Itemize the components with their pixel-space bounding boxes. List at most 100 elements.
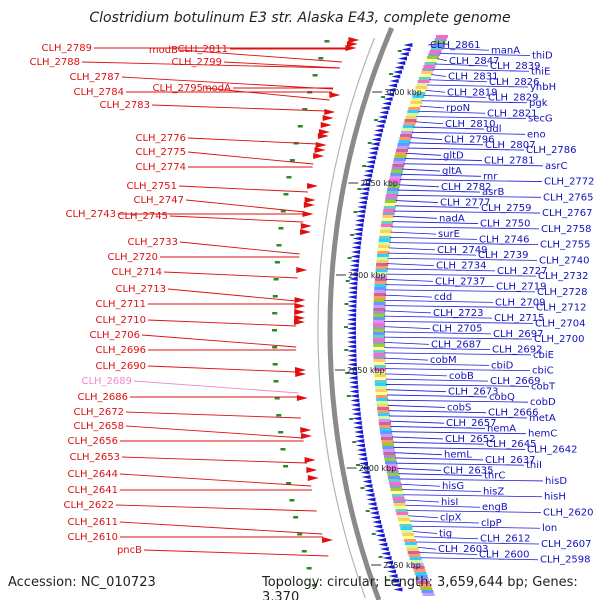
- reverse-strand-gene: [367, 502, 377, 506]
- reverse-strand-gene: [375, 533, 385, 538]
- gene-label-reverse: CLH_2715: [494, 313, 545, 324]
- label-leader-reverse: [419, 552, 478, 555]
- gene-label-reverse: CLH_2637: [485, 455, 536, 466]
- label-leader-reverse: [410, 137, 443, 140]
- gene-label-forward: CLH_2622: [63, 500, 114, 511]
- label-leader-reverse: [433, 68, 530, 72]
- reverse-strand-gene: [370, 142, 380, 146]
- label-leader-reverse: [384, 294, 433, 298]
- topology-summary: Topology: circular; Length: 3,659,644 bp…: [262, 575, 578, 600]
- reverse-strand-gene: [348, 376, 358, 380]
- label-leader-reverse: [389, 242, 539, 245]
- gc-content-mark: [306, 567, 312, 570]
- label-leader-reverse: [396, 462, 525, 466]
- reverse-strand-gene: [348, 281, 358, 286]
- label-leader-reverse: [421, 557, 539, 561]
- gene-label-reverse: thrC: [484, 471, 505, 482]
- label-leader-reverse: [392, 221, 479, 224]
- label-leader-forward: [125, 425, 304, 439]
- gene-label-reverse: hisG: [442, 481, 464, 492]
- label-leader-reverse: [385, 289, 536, 293]
- cog-feature-block: [413, 92, 426, 95]
- cog-feature-block: [380, 431, 393, 434]
- reverse-strand-gene: [349, 394, 359, 398]
- label-leader-reverse: [385, 373, 448, 377]
- gene-label-forward: CLH_2610: [67, 532, 118, 543]
- label-leader-reverse: [411, 131, 526, 135]
- gene-label-reverse: rnr: [483, 171, 498, 182]
- gc-content-mark: [286, 176, 292, 179]
- reverse-strand-gene: [349, 385, 359, 389]
- gene-label-reverse: cobM: [430, 355, 457, 366]
- label-leader-reverse: [392, 436, 444, 440]
- cog-feature-block: [395, 509, 408, 512]
- label-leader-reverse: [393, 447, 526, 450]
- label-leader-reverse: [418, 110, 486, 114]
- reverse-strand-gene: [348, 371, 358, 376]
- gene-label-reverse: eno: [527, 129, 546, 140]
- gene-label-forward: CLH_2799: [171, 57, 222, 68]
- gc-content-mark: [318, 57, 324, 60]
- label-leader-reverse: [399, 478, 544, 482]
- gene-label-forward: CLH_2656: [67, 436, 118, 447]
- cog-feature-block: [378, 416, 391, 419]
- reverse-strand-gene: [347, 299, 357, 304]
- label-leader-reverse: [425, 89, 446, 93]
- gene-label-reverse: asrC: [545, 161, 567, 172]
- cog-feature-block: [374, 284, 387, 287]
- forward-strand-gene: [302, 211, 314, 217]
- gene-label-reverse: CLH_2810: [445, 119, 496, 130]
- label-leader-reverse: [384, 315, 493, 319]
- cog-feature-block: [393, 161, 406, 164]
- gc-content-mark: [301, 550, 307, 553]
- cog-feature-block: [406, 113, 419, 116]
- gene-label-forward: CLH_2686: [77, 392, 128, 403]
- gc-skew-mark: [344, 349, 349, 351]
- cog-feature-block: [411, 98, 424, 101]
- gc-skew-mark: [381, 96, 386, 98]
- gene-label-forward: CLH_2720: [107, 252, 158, 263]
- label-leader-reverse: [429, 79, 488, 83]
- cog-feature-block: [374, 383, 387, 386]
- cog-feature-block: [407, 110, 420, 113]
- cog-feature-block: [390, 170, 403, 173]
- gene-label-forward: CLH_2706: [89, 330, 140, 341]
- cog-feature-block: [412, 566, 425, 569]
- gc-content-mark: [272, 312, 278, 315]
- cog-feature-block: [381, 218, 394, 221]
- reverse-strand-gene: [368, 506, 378, 511]
- cog-feature-block: [390, 488, 403, 491]
- gc-content-mark: [278, 431, 284, 434]
- reverse-strand-gene: [350, 254, 360, 259]
- cog-feature-block: [382, 449, 395, 452]
- reverse-strand-gene: [355, 443, 365, 448]
- gc-skew-mark: [378, 556, 383, 558]
- gene-label-reverse: CLH_2746: [479, 234, 530, 245]
- label-leader-reverse: [423, 95, 487, 98]
- cog-feature-block: [386, 467, 399, 470]
- reverse-strand-gene: [347, 295, 357, 299]
- forward-strand-gene: [318, 129, 330, 135]
- cog-feature-block: [380, 224, 393, 227]
- reverse-strand-gene: [362, 479, 372, 484]
- label-leader-forward: [167, 288, 297, 302]
- gene-label-reverse: cobQ: [489, 392, 515, 403]
- cog-feature-block: [379, 425, 392, 428]
- gene-label-reverse: CLH_2620: [543, 507, 594, 518]
- reverse-strand-gene: [384, 560, 394, 565]
- gene-label-reverse: CLH_2750: [480, 219, 531, 230]
- gene-label-reverse: CLH_2598: [540, 555, 591, 566]
- reverse-strand-gene: [350, 398, 360, 403]
- reverse-strand-gene: [372, 133, 382, 137]
- reverse-strand-gene: [347, 353, 357, 358]
- cog-feature-block: [383, 455, 396, 458]
- label-leader-reverse: [386, 389, 447, 393]
- cog-feature-block: [374, 371, 387, 374]
- gene-label-reverse: gltA: [442, 166, 462, 177]
- cog-feature-block: [373, 335, 386, 338]
- gene-label-reverse: gltD: [443, 150, 464, 161]
- gene-label-reverse: thiD: [532, 51, 553, 62]
- reverse-strand-gene: [369, 511, 379, 515]
- label-leader-reverse: [389, 415, 528, 419]
- label-leader-forward: [185, 199, 305, 213]
